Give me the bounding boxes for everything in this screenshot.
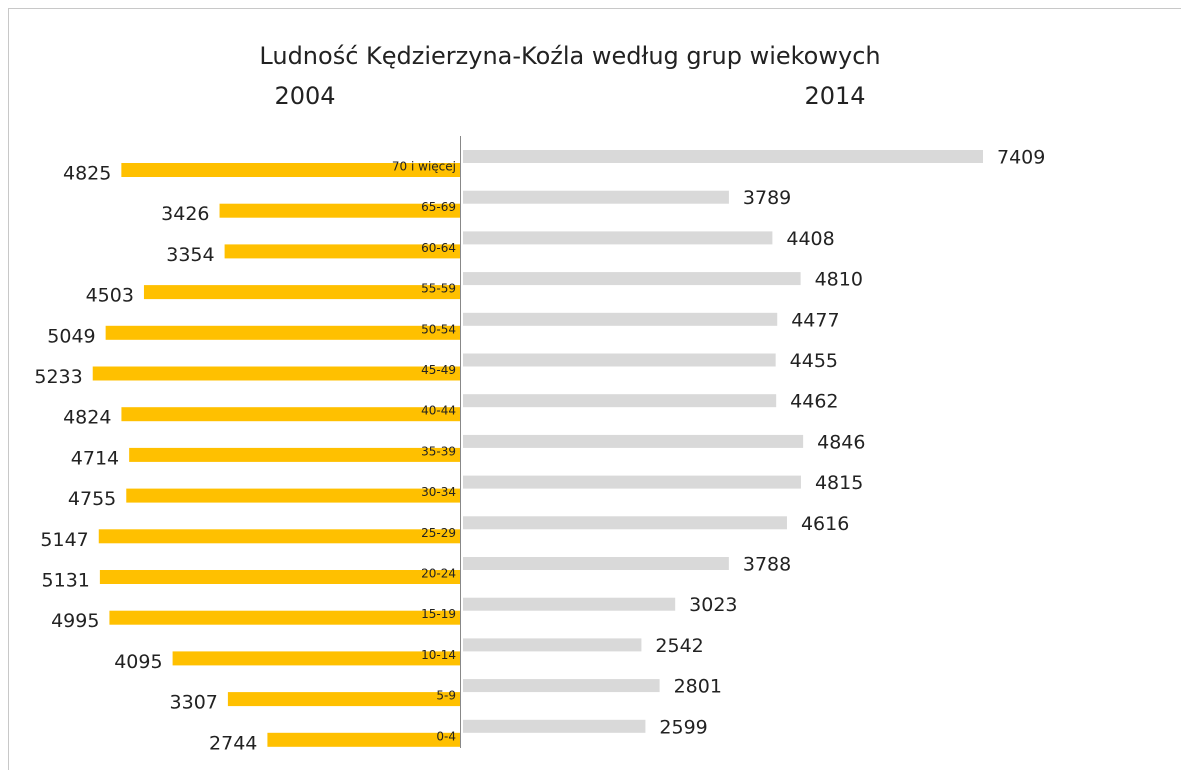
bar	[463, 557, 729, 570]
bar	[463, 475, 801, 489]
bar	[463, 190, 729, 204]
value-label: 4846	[817, 431, 865, 453]
series-header: 2004	[274, 82, 335, 110]
value-label: 4455	[790, 350, 838, 372]
category-label: 35-39	[421, 444, 456, 458]
bar	[463, 150, 983, 163]
category-label: 60-64	[421, 241, 456, 255]
bar	[463, 353, 776, 367]
bar	[105, 325, 461, 340]
bar	[92, 366, 461, 381]
category-label: 70 i więcej	[392, 160, 456, 174]
bar	[224, 244, 460, 259]
category-label: 25-29	[421, 526, 456, 540]
value-label: 5131	[42, 570, 90, 592]
bar	[463, 516, 787, 530]
bar	[463, 394, 777, 408]
value-label: 4503	[86, 285, 134, 307]
bar	[463, 597, 676, 611]
category-label: 65-69	[421, 200, 456, 214]
bar	[143, 285, 461, 300]
value-label: 2801	[674, 676, 722, 698]
value-label: 4462	[790, 391, 838, 413]
value-label: 3789	[743, 187, 791, 209]
bar	[121, 163, 460, 177]
value-label: 3023	[689, 594, 737, 616]
bar	[463, 312, 778, 326]
value-label: 2744	[209, 732, 257, 754]
value-label: 4815	[815, 472, 863, 494]
bar	[172, 651, 461, 666]
value-label: 5049	[47, 325, 95, 347]
bar	[99, 570, 460, 584]
bar	[121, 407, 461, 422]
series-header: 2014	[804, 82, 865, 110]
category-label: 10-14	[421, 648, 456, 662]
value-label: 3354	[166, 244, 214, 266]
value-label: 4477	[791, 309, 839, 331]
bar	[267, 732, 460, 747]
value-label: 4810	[815, 269, 863, 291]
value-label: 7409	[997, 147, 1045, 169]
bar	[463, 679, 660, 693]
value-label: 5147	[40, 529, 88, 551]
value-label: 4825	[63, 163, 111, 185]
value-label: 3307	[170, 692, 218, 714]
value-label: 4408	[786, 228, 834, 250]
value-label: 4755	[68, 488, 116, 510]
category-label: 0-4	[436, 729, 456, 743]
category-label: 40-44	[421, 404, 456, 418]
bar	[463, 272, 801, 286]
bar	[463, 231, 773, 245]
category-label: 15-19	[421, 607, 456, 621]
value-label: 3426	[161, 203, 209, 225]
value-label: 2542	[655, 635, 703, 657]
bar	[463, 719, 646, 733]
bar	[463, 434, 804, 448]
bar	[227, 692, 460, 707]
category-label: 50-54	[421, 322, 456, 336]
bar	[463, 638, 642, 652]
value-label: 4616	[801, 513, 849, 535]
value-label: 4824	[63, 407, 111, 429]
category-label: 55-59	[421, 282, 456, 296]
chart-title: Ludność Kędzierzyna-Koźla według grup wi…	[259, 42, 880, 70]
bar	[219, 203, 460, 218]
value-label: 4095	[114, 651, 162, 673]
category-label: 45-49	[421, 363, 456, 377]
category-label: 20-24	[421, 567, 456, 581]
value-label: 3788	[743, 554, 791, 576]
bar	[129, 447, 461, 462]
category-label: 30-34	[421, 485, 456, 499]
bar	[98, 529, 460, 544]
value-label: 4995	[51, 610, 99, 632]
value-label: 4714	[71, 447, 119, 469]
bar	[126, 488, 460, 503]
bar	[109, 610, 460, 625]
category-label: 5-9	[436, 689, 456, 703]
value-label: 2599	[659, 716, 707, 738]
value-label: 5233	[34, 366, 82, 388]
